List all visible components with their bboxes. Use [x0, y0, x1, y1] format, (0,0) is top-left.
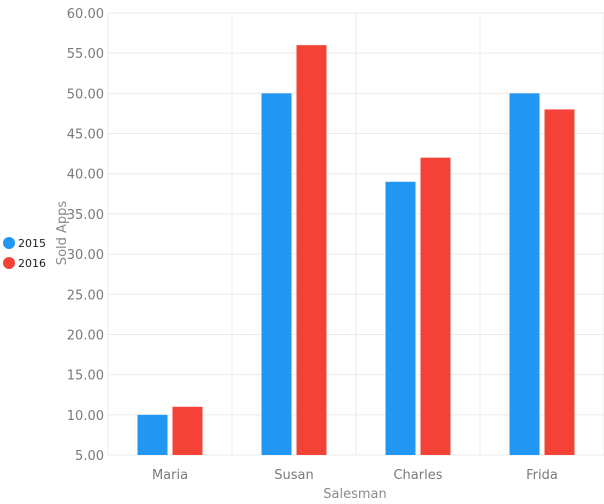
y-axis-title: Sold Apps	[55, 201, 70, 266]
grid-layer	[107, 12, 604, 456]
x-axis-ticks: Maria Susan Charles Frida	[152, 468, 558, 483]
x-tick-label: Maria	[152, 468, 188, 483]
y-tick-label: 5.00	[75, 449, 104, 464]
bar-frida-2015[interactable]	[509, 93, 540, 455]
x-tick-label: Charles	[393, 468, 442, 483]
y-tick-label: 60.00	[67, 7, 104, 22]
y-tick-label: 30.00	[67, 248, 104, 263]
y-tick-label: 45.00	[67, 128, 104, 143]
y-tick-label: 55.00	[67, 47, 104, 62]
x-axis-title: Salesman	[323, 487, 386, 502]
legend-label: 2015	[18, 237, 46, 250]
y-tick-label: 15.00	[67, 369, 104, 384]
bar-charles-2015[interactable]	[385, 181, 416, 455]
y-tick-label: 35.00	[67, 208, 104, 223]
y-tick-label: 25.00	[67, 288, 104, 303]
bar-charles-2016[interactable]	[420, 157, 451, 455]
legend-swatch	[3, 257, 15, 269]
bar-susan-2015[interactable]	[261, 93, 292, 455]
bar-susan-2016[interactable]	[296, 45, 327, 456]
y-tick-label: 50.00	[67, 87, 104, 102]
y-axis-ticks: 5.00 10.00 15.00 20.00 25.00 30.00 35.00 40.00 4…	[67, 7, 104, 464]
bars-layer	[137, 45, 575, 456]
legend-swatch	[3, 237, 15, 249]
y-tick-label: 40.00	[67, 168, 104, 183]
legend-item-2016[interactable]: 2016	[3, 257, 46, 270]
bar-frida-2016[interactable]	[544, 109, 575, 455]
legend-item-2015[interactable]: 2015	[3, 237, 46, 250]
legend: 2015 2016	[3, 237, 46, 270]
y-tick-label: 10.00	[67, 409, 104, 424]
bar-maria-2016[interactable]	[172, 406, 203, 455]
x-tick-label: Frida	[526, 468, 558, 483]
legend-label: 2016	[18, 257, 46, 270]
bar-maria-2015[interactable]	[137, 414, 168, 455]
y-tick-label: 20.00	[67, 328, 104, 343]
x-tick-label: Susan	[274, 468, 313, 483]
